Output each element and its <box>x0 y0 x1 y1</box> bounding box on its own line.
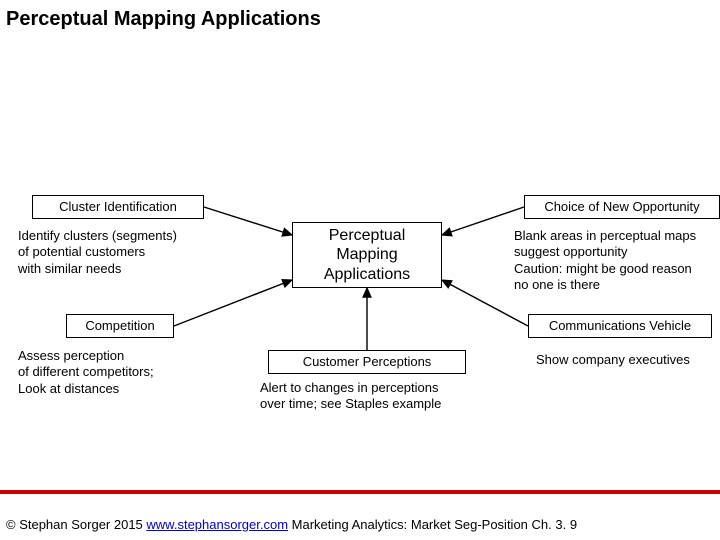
box-communications-vehicle: Communications Vehicle <box>528 314 712 338</box>
box-label: PerceptualMappingApplications <box>324 226 410 284</box>
desc-competition: Assess perceptionof different competitor… <box>18 348 154 397</box>
box-label: Choice of New Opportunity <box>544 199 699 215</box>
desc-communications-vehicle: Show company executives <box>536 352 690 368</box>
footer-prefix: © Stephan Sorger 2015 <box>6 517 146 532</box>
footer-link[interactable]: www.stephansorger.com <box>146 517 288 532</box>
box-center-perceptual-mapping: PerceptualMappingApplications <box>292 222 442 288</box>
box-customer-perceptions: Customer Perceptions <box>268 350 466 374</box>
desc-choice-new-opportunity: Blank areas in perceptual mapssuggest op… <box>514 228 696 293</box>
box-label: Communications Vehicle <box>549 318 691 334</box>
footer: © Stephan Sorger 2015 www.stephansorger.… <box>6 517 577 532</box>
box-cluster-identification: Cluster Identification <box>32 195 204 219</box>
box-label: Cluster Identification <box>59 199 177 215</box>
box-label: Customer Perceptions <box>303 354 432 370</box>
box-label: Competition <box>85 318 154 334</box>
footer-suffix: Marketing Analytics: Market Seg-Position… <box>288 517 577 532</box>
desc-cluster-identification: Identify clusters (segments)of potential… <box>18 228 177 277</box>
red-divider <box>0 490 720 494</box>
desc-customer-perceptions: Alert to changes in perceptionsover time… <box>260 380 441 413</box>
slide-title: Perceptual Mapping Applications <box>6 8 321 31</box>
box-competition: Competition <box>66 314 174 338</box>
box-choice-new-opportunity: Choice of New Opportunity <box>524 195 720 219</box>
